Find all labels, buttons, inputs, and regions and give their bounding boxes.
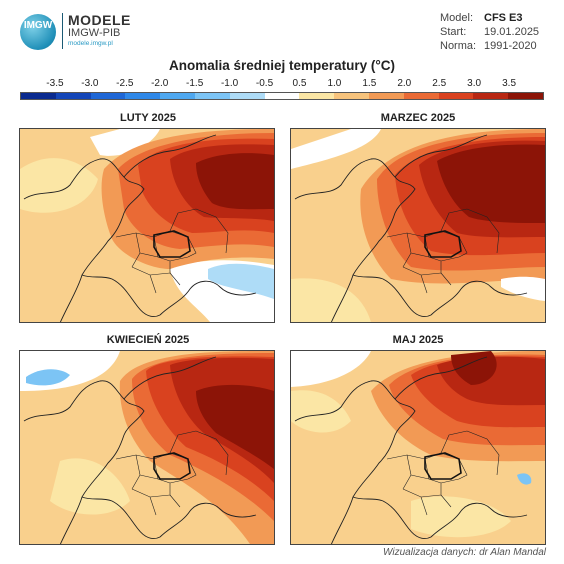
anomaly-area: [90, 129, 160, 156]
map-panel-kwiecien: [19, 350, 275, 545]
meta-start-label: Start:: [440, 26, 467, 38]
anomaly-area: [208, 263, 274, 299]
coastline: [23, 134, 257, 322]
map-panel-marzec: [290, 128, 546, 323]
anomaly-area: [291, 390, 351, 433]
legend-swatch: [368, 93, 404, 99]
legend-tick-label: 0.5: [292, 78, 307, 89]
legend-tick-label: -3.0: [81, 78, 99, 89]
legend-swatch: [508, 93, 543, 99]
legend-swatch: [334, 93, 369, 99]
anomaly-area: [437, 144, 545, 223]
legend-swatch: [264, 93, 300, 99]
poland-outline: [153, 452, 191, 480]
brand-title: MODELE: [68, 12, 131, 28]
brand-url: modele.imgw.pl: [68, 40, 113, 47]
panel-title-marzec: MARZEC 2025: [380, 112, 456, 124]
legend-swatch: [473, 93, 509, 99]
anomaly-area: [291, 129, 381, 169]
anomaly-area: [291, 278, 371, 322]
coastline: [294, 356, 528, 544]
anomaly-area: [411, 496, 511, 538]
poland-outline: [424, 230, 462, 258]
meta-norm-value: 1991-2020: [484, 40, 537, 52]
meta-start-value: 19.01.2025: [484, 26, 540, 38]
legend-tick-label: -3.5: [46, 78, 64, 89]
legend-swatch: [438, 93, 474, 99]
legend-tick-label: 1.0: [327, 78, 342, 89]
legend-tick-label: -1.0: [220, 78, 239, 89]
meta-model-value: CFS E3: [484, 12, 523, 24]
brand-subtitle: IMGW-PIB: [68, 27, 121, 39]
coastline: [294, 134, 528, 322]
legend-swatch: [90, 93, 126, 99]
map-panel-maj: [290, 350, 546, 545]
anomaly-area: [26, 369, 70, 386]
poland-outline: [153, 230, 191, 258]
logo-text: IMGW: [23, 20, 53, 31]
map-panel-luty: [19, 128, 275, 323]
poland-outline: [424, 452, 462, 480]
credit-text: Wizualizacja danych: dr Alan Mandal: [383, 547, 546, 558]
anomaly-area: [196, 384, 274, 469]
legend-colorbar: [20, 92, 544, 100]
legend-swatch: [125, 93, 161, 99]
legend-tick-label: 1.5: [362, 78, 377, 89]
anomaly-map: [20, 129, 274, 322]
legend-tick-label: 3.0: [467, 78, 482, 89]
legend-ticks: -3.5 -3.0 -2.5 -2.0 -1.5 -1.0 -0.5 0.5 1.0 1.5 2.0…: [20, 78, 544, 92]
imgw-logo-badge: IMGW: [20, 14, 56, 50]
anomaly-area: [20, 158, 98, 213]
meta-model-label: Model:: [440, 12, 474, 24]
legend-tick-label: -0.5: [255, 78, 274, 89]
panel-title-kwiecien: KWIECIEŃ 2025: [106, 334, 190, 346]
legend-tick-label: 2.0: [397, 78, 412, 89]
legend-swatch: [403, 93, 439, 99]
legend-tick-label: 3.5: [502, 78, 517, 89]
legend-tick-label: -1.5: [186, 78, 204, 89]
anomaly-area: [501, 276, 545, 301]
anomaly-area: [196, 153, 274, 210]
anomaly-area: [291, 351, 371, 387]
legend-swatch: [229, 93, 265, 99]
panel-title-maj: MAJ 2025: [392, 334, 444, 346]
anomaly-map: [291, 351, 545, 544]
legend-tick-label: 2.5: [432, 78, 447, 89]
anomaly-area: [451, 351, 497, 385]
anomaly-map: [291, 129, 545, 322]
legend-swatch: [299, 93, 335, 99]
anomaly-map: [20, 351, 274, 544]
legend-swatch: [194, 93, 230, 99]
map-title: Anomalia średniej temperatury (°C): [169, 58, 395, 73]
coastline: [23, 356, 257, 544]
legend-swatch: [55, 93, 91, 99]
legend-swatch: [160, 93, 195, 99]
legend-tick-label: -2.0: [151, 78, 169, 89]
panel-title-luty: LUTY 2025: [119, 112, 177, 124]
legend-tick-label: -2.5: [116, 78, 134, 89]
anomaly-area: [517, 473, 532, 485]
legend-swatch: [21, 93, 56, 99]
meta-norm-label: Norma:: [440, 40, 477, 52]
logo-divider: [62, 13, 63, 49]
